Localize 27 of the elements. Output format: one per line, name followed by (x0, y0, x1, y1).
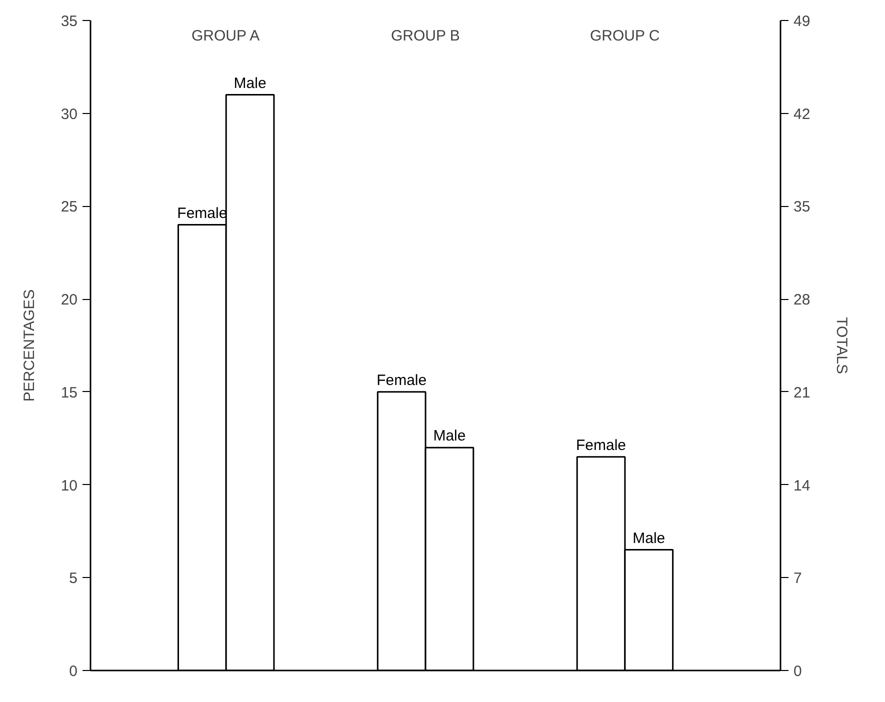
y-axis-title: PERCENTAGES (20, 289, 38, 402)
text: Female (376, 372, 427, 389)
y2-tick-label: 14 (794, 477, 810, 494)
y2-tick-label: 0 (794, 663, 802, 680)
text: Male (433, 428, 466, 445)
text: Female (576, 436, 626, 454)
text: Male (632, 530, 666, 547)
series-label: Male (234, 74, 266, 92)
y2-tick-label: 42 (794, 106, 810, 123)
x-tick-label: GROUP A (192, 28, 260, 44)
y-tick-label: 20 (60, 292, 78, 309)
y2-tick-label: 7 (794, 570, 802, 588)
y2-tick-label: 49 (794, 13, 810, 30)
series-label: Female (177, 204, 228, 222)
y-tick-label: 15 (60, 384, 78, 402)
y2-tick-label: 21 (794, 384, 810, 402)
y-tick-label: 35 (60, 13, 78, 30)
y-tick-label: 10 (60, 477, 78, 494)
x-tick-label: GROUP B (390, 28, 460, 44)
y-tick-label: 25 (60, 198, 78, 216)
y2-tick-label: 35 (794, 198, 810, 216)
y-tick-label: 0 (69, 663, 78, 680)
y-tick-label: 30 (60, 106, 78, 123)
y-tick-label: 5 (69, 570, 78, 588)
y2-tick-label: 28 (794, 292, 810, 309)
x-tick-label: GROUP C (590, 28, 660, 44)
y2-axis-title: TOTALS (833, 317, 850, 374)
